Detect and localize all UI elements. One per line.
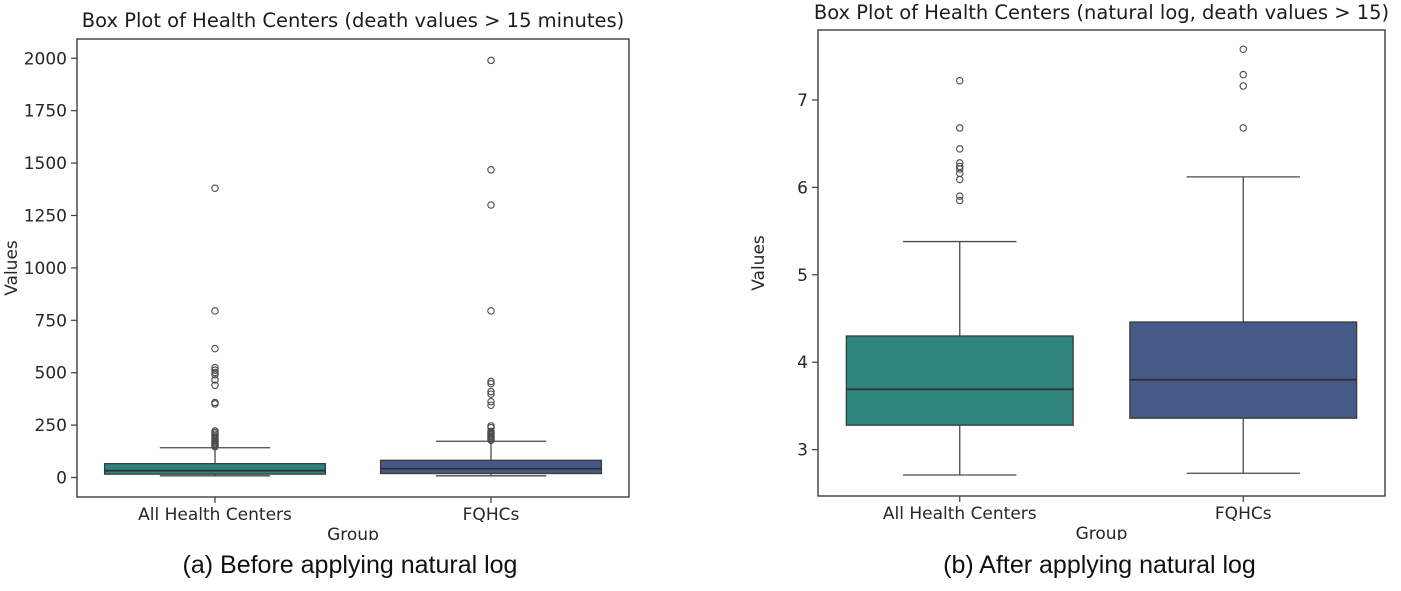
y-tick-label: 0	[56, 469, 67, 489]
boxplot-after-log: Box Plot of Health Centers (natural log,…	[700, 0, 1401, 540]
y-axis-label: Values	[749, 235, 769, 291]
outlier-point	[487, 56, 495, 65]
outlier-point	[955, 159, 964, 167]
outlier-point	[211, 371, 219, 379]
boxplot-svg: Box Plot of Health Centers (natural log,…	[749, 1, 1389, 540]
outlier-point	[487, 379, 495, 388]
outlier-point	[211, 307, 219, 315]
y-tick-label: 750	[35, 311, 67, 331]
outlier-point	[487, 390, 495, 398]
outlier-point	[487, 201, 495, 209]
caption-a: (a) Before applying natural log	[182, 551, 518, 579]
y-tick-label: 5	[797, 266, 808, 286]
chart-title: Box Plot of Health Centers (death values…	[82, 9, 624, 32]
x-tick-label: All Health Centers	[138, 505, 292, 525]
y-tick-label: 1250	[24, 206, 67, 226]
plot-frame	[817, 29, 1386, 497]
box-all-health-centers	[845, 335, 1074, 426]
y-tick-label: 250	[35, 416, 67, 436]
panel-before-log: Box Plot of Health Centers (death values…	[0, 0, 700, 591]
outlier-point	[211, 376, 219, 384]
outlier-point	[211, 344, 219, 353]
outlier-point	[211, 366, 219, 374]
outlier-point	[955, 169, 964, 178]
y-tick-label: 1000	[24, 259, 67, 279]
outlier-point	[211, 427, 219, 435]
outlier-point	[487, 422, 495, 430]
outlier-point	[955, 124, 964, 132]
boxplot-before-log: Box Plot of Health Centers (death values…	[0, 0, 700, 540]
y-tick-label: 6	[797, 178, 808, 198]
y-tick-label: 2000	[24, 49, 67, 69]
outlier-point	[487, 397, 495, 406]
plot-frame	[76, 38, 630, 498]
outlier-point	[211, 368, 219, 377]
caption-b: (b) After applying natural log	[943, 551, 1256, 579]
outlier-point	[1239, 70, 1247, 79]
y-tick-label: 1750	[24, 102, 67, 122]
outlier-point	[955, 192, 964, 200]
boxplot-svg: Box Plot of Health Centers (death values…	[2, 9, 630, 540]
y-tick-label: 1500	[24, 154, 67, 174]
outlier-point	[487, 166, 495, 174]
y-axis-label: Values	[2, 240, 22, 296]
outlier-point	[955, 76, 964, 85]
outlier-point	[211, 184, 219, 192]
outlier-point	[487, 377, 495, 386]
x-tick-label: All Health Centers	[883, 504, 1037, 524]
y-tick-label: 7	[797, 91, 808, 111]
outlier-point	[487, 307, 495, 315]
y-tick-label: 3	[797, 441, 808, 461]
panel-after-log: Box Plot of Health Centers (natural log,…	[700, 0, 1401, 591]
outlier-point	[1239, 45, 1247, 53]
x-tick-label: FQHCs	[463, 505, 520, 525]
outlier-point	[955, 145, 964, 153]
y-tick-label: 500	[35, 364, 67, 384]
y-tick-label: 4	[797, 353, 808, 373]
outlier-point	[211, 398, 219, 407]
outlier-point	[955, 162, 964, 171]
outlier-point	[211, 381, 219, 390]
box-fqhcs	[379, 459, 603, 475]
outlier-point	[211, 363, 219, 372]
outlier-point	[955, 196, 964, 205]
outlier-point	[487, 401, 495, 409]
outlier-point	[1239, 124, 1247, 132]
chart-title: Box Plot of Health Centers (natural log,…	[814, 1, 1389, 24]
box-fqhcs	[1129, 321, 1358, 419]
outlier-point	[1239, 82, 1247, 90]
x-axis-label: Group	[1076, 524, 1128, 540]
x-tick-label: FQHCs	[1215, 504, 1272, 524]
outlier-point	[487, 387, 495, 396]
box-all-health-centers	[103, 463, 327, 475]
outlier-point	[955, 175, 964, 184]
x-axis-label: Group	[327, 525, 379, 540]
outlier-point	[487, 427, 495, 436]
